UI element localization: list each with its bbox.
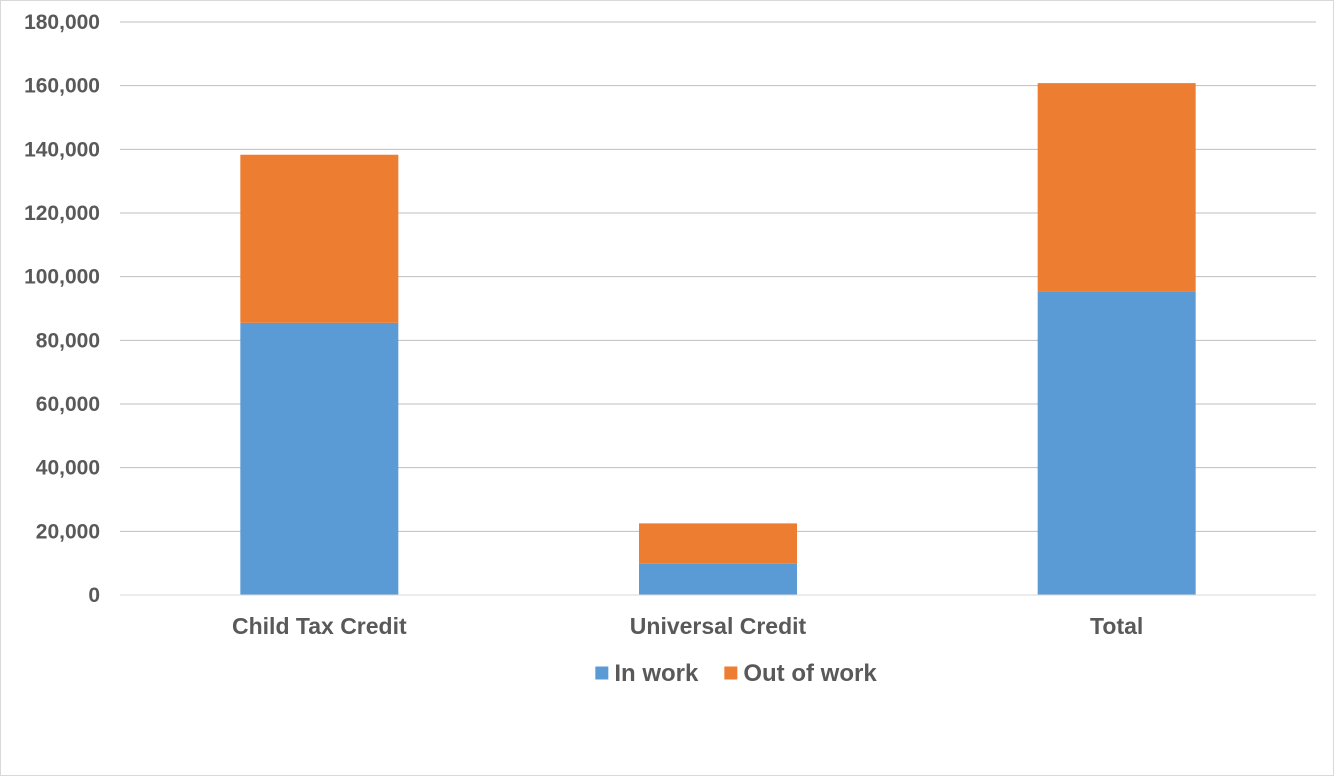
legend-swatch-in-work	[595, 666, 609, 680]
y-tick-label: 160,000	[24, 75, 100, 98]
y-tick-label: 0	[88, 584, 100, 607]
y-tick-label: 20,000	[36, 520, 100, 543]
legend-label-in-work: In work	[614, 660, 699, 687]
y-axis-ticks: 0 20,000 40,000 60,000 80,000 100,000 120,000 1…	[24, 11, 100, 607]
bar-in-work	[1037, 291, 1196, 595]
legend-label-out-of-work: Out of work	[743, 660, 877, 687]
bar-in-work	[240, 322, 399, 595]
y-tick-label: 40,000	[36, 457, 100, 480]
bars	[240, 83, 1196, 595]
x-category-label: Universal Credit	[630, 613, 807, 639]
y-tick-label: 80,000	[36, 329, 100, 352]
y-tick-label: 60,000	[36, 393, 100, 416]
bar-out-of-work	[1037, 83, 1196, 292]
y-tick-label: 140,000	[24, 138, 100, 161]
legend-swatch-out-of-work	[724, 666, 738, 680]
legend: In work Out of work	[595, 660, 877, 687]
bar-in-work	[639, 563, 797, 595]
bar-out-of-work	[639, 523, 797, 564]
x-axis-categories: Child Tax Credit Universal Credit Total	[232, 613, 1143, 639]
x-category-label: Child Tax Credit	[232, 613, 407, 639]
bar-out-of-work	[240, 154, 399, 323]
y-tick-label: 120,000	[24, 202, 100, 225]
y-tick-label: 100,000	[24, 266, 100, 289]
y-tick-label: 180,000	[24, 11, 100, 34]
x-category-label: Total	[1090, 613, 1143, 639]
